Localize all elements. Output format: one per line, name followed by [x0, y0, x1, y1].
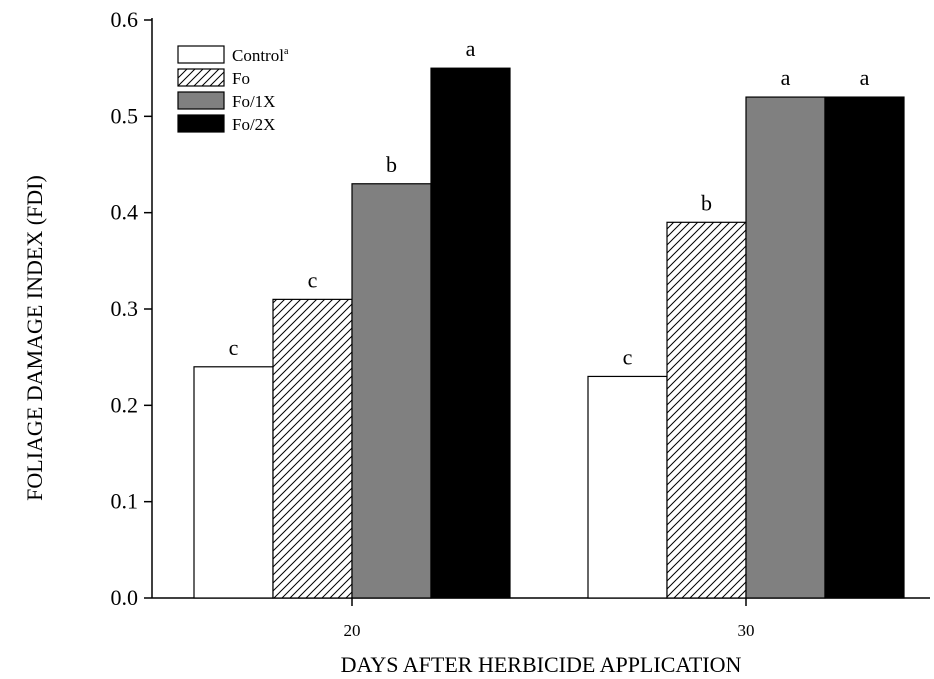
x-tick-label: 30: [738, 621, 755, 640]
legend-swatch: [177, 68, 225, 87]
bar: [587, 375, 668, 599]
legend-swatch: [177, 114, 225, 133]
bar: [824, 96, 905, 599]
y-tick-label: 0.5: [111, 103, 139, 128]
bar: [430, 67, 511, 599]
bar: [666, 221, 747, 599]
bar: [745, 96, 826, 599]
bar: [351, 183, 432, 599]
y-tick-label: 0.2: [111, 392, 139, 417]
x-axis-label: DAYS AFTER HERBICIDE APPLICATION: [341, 652, 742, 677]
y-tick-label: 0.3: [111, 296, 139, 321]
x-tick-label: 20: [344, 621, 361, 640]
bar-significance-label: a: [466, 36, 476, 61]
legend-label: Fo/2X: [232, 115, 275, 134]
y-tick-label: 0.6: [111, 7, 139, 32]
bar: [272, 298, 353, 599]
legend-swatch: [177, 45, 225, 64]
legend-label: Fo: [232, 69, 250, 88]
bar-significance-label: a: [781, 65, 791, 90]
bar-significance-label: c: [229, 335, 239, 360]
bar-significance-label: c: [623, 344, 633, 369]
legend-label: Fo/1X: [232, 92, 275, 111]
legend-swatch: [177, 91, 225, 110]
bar-significance-label: b: [701, 190, 712, 215]
y-axis-label: FOLIAGE DAMAGE INDEX (FDI): [22, 175, 47, 501]
bar-significance-label: a: [860, 65, 870, 90]
y-tick-label: 0.0: [111, 585, 139, 610]
legend-label: Controla: [232, 46, 289, 65]
y-tick-label: 0.4: [111, 200, 139, 225]
bar-significance-label: c: [308, 267, 318, 292]
bar: [193, 366, 274, 599]
plot-area: 0.0 0.1 0.2 0.3 0.4 0.5 0.6 20 c c b a 30 c b a a Control…: [111, 7, 930, 640]
y-tick-label: 0.1: [111, 489, 139, 514]
bar-significance-label: b: [386, 152, 397, 177]
